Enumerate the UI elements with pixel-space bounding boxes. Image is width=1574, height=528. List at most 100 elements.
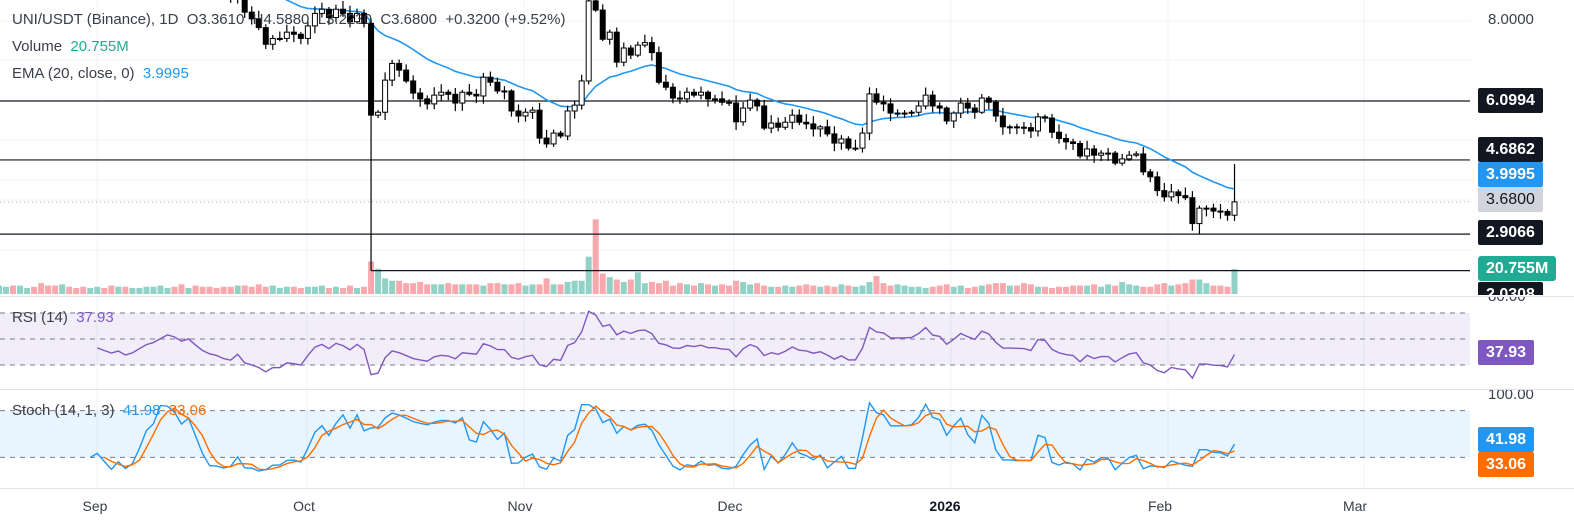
volume-bar xyxy=(87,287,94,294)
volume-bar xyxy=(543,278,550,294)
candle-down xyxy=(1112,152,1119,164)
volume-bar xyxy=(101,287,108,294)
volume-bar xyxy=(859,285,866,294)
candle-down xyxy=(810,123,817,130)
volume-bar xyxy=(1161,283,1168,294)
stoch-legend[interactable]: Stoch (14, 1, 3) 41.98 33.06 xyxy=(12,402,206,419)
stoch-pane[interactable]: Stoch (14, 1, 3) 41.98 33.06 100.00 41.9… xyxy=(0,389,1574,488)
candle-up xyxy=(522,111,529,117)
candle-up xyxy=(852,147,859,150)
candle-down xyxy=(929,94,936,107)
price-tick-8: 8.0000 xyxy=(1488,11,1534,28)
candle-up xyxy=(1098,152,1105,156)
candle-down xyxy=(1013,126,1020,129)
volume-bar xyxy=(908,286,915,294)
candle-up xyxy=(1203,207,1210,210)
volume-bar xyxy=(810,285,817,294)
price-tag-ema: 3.9995 xyxy=(1478,162,1543,187)
price-chart[interactable] xyxy=(0,0,1470,295)
candle-down xyxy=(1041,116,1048,119)
volume-bar xyxy=(213,287,220,294)
volume-bar xyxy=(255,284,262,294)
stoch-k-value: 41.98 xyxy=(122,402,161,419)
candle-up xyxy=(978,97,985,113)
volume-bar xyxy=(775,286,782,294)
candle-up xyxy=(1196,207,1203,225)
candle-down xyxy=(1189,197,1196,225)
volume-bar xyxy=(122,286,129,294)
candle-down xyxy=(473,93,480,97)
volume-bar xyxy=(915,286,922,294)
volume-bar xyxy=(480,285,487,294)
volume-bar xyxy=(585,256,592,294)
time-axis[interactable]: Sep Oct Nov Dec 2026 Feb Mar xyxy=(0,488,1574,528)
symbol-title[interactable]: UNI/USDT (Binance), 1D xyxy=(12,11,179,28)
ema-legend[interactable]: EMA (20, close, 0) 3.9995 xyxy=(12,65,189,82)
volume-bar xyxy=(606,277,613,294)
volume-bar xyxy=(613,279,620,294)
volume-legend[interactable]: Volume 20.755M xyxy=(12,38,129,55)
volume-bar xyxy=(38,283,45,294)
volume-bar xyxy=(410,283,417,294)
rsi-chart[interactable] xyxy=(0,297,1470,389)
stoch-band xyxy=(0,410,1470,458)
time-label-dec: Dec xyxy=(717,498,743,514)
candle-up xyxy=(908,111,915,114)
volume-bar xyxy=(297,287,304,294)
volume-bar xyxy=(52,285,59,294)
volume-bar xyxy=(992,283,999,294)
volume-bar xyxy=(529,284,536,294)
volume-bar xyxy=(227,286,234,294)
candle-up xyxy=(318,8,325,14)
volume-bar xyxy=(655,283,662,294)
candle-down xyxy=(241,0,248,13)
volume-bar xyxy=(382,278,389,294)
rsi-pane[interactable]: RSI (14) 37.93 80.00 37.93 xyxy=(0,296,1574,389)
stoch-chart[interactable] xyxy=(0,390,1470,488)
candle-down xyxy=(557,132,564,137)
time-label-feb: Feb xyxy=(1147,498,1173,514)
volume-bar xyxy=(571,280,578,294)
volume-tag: 20.755M xyxy=(1478,256,1557,281)
volume-bar xyxy=(515,283,522,294)
volume-bar xyxy=(957,285,964,294)
volume-bar xyxy=(894,284,901,294)
ohlc-high: H4.5880 xyxy=(252,11,310,28)
candle-up xyxy=(1105,152,1112,155)
candle-up xyxy=(332,8,339,19)
symbol-legend: UNI/USDT (Binance), 1D O3.3610 H4.5880 L… xyxy=(12,11,565,28)
candle-down xyxy=(361,12,368,24)
volume-bar xyxy=(550,284,557,294)
volume-bar xyxy=(950,286,957,294)
candle-down xyxy=(726,101,733,104)
rsi-legend[interactable]: RSI (14) 37.93 xyxy=(12,309,114,326)
volume-bar xyxy=(789,286,796,294)
candle-down xyxy=(1063,138,1070,143)
volume-bar xyxy=(831,286,838,294)
candle-up xyxy=(606,31,613,40)
candle-down xyxy=(347,12,353,23)
volume-bar xyxy=(150,286,157,294)
volume-bar xyxy=(1112,285,1119,294)
candle-down xyxy=(824,126,831,135)
volume-bar xyxy=(999,283,1006,294)
volume-bar xyxy=(676,283,683,294)
price-pane[interactable]: UNI/USDT (Binance), 1D O3.3610 H4.5880 L… xyxy=(0,0,1574,295)
ema-label: EMA (20, close, 0) xyxy=(12,65,135,82)
volume-bar xyxy=(669,285,676,294)
candle-up xyxy=(747,99,754,109)
candle-down xyxy=(754,99,761,107)
volume-bar xyxy=(978,285,985,294)
volume-bar xyxy=(354,287,361,294)
volume-bar xyxy=(719,284,726,294)
volume-bar xyxy=(171,286,178,294)
volume-bar xyxy=(922,287,929,294)
volume-bar xyxy=(641,283,648,294)
volume-bar xyxy=(803,284,810,294)
candle-up xyxy=(838,138,845,144)
volume-label: Volume xyxy=(12,38,63,55)
rsi-line xyxy=(97,310,1236,380)
volume-bar xyxy=(438,284,445,294)
volume-bar xyxy=(269,285,276,294)
price-tag-line-2: 2.9066 xyxy=(1478,220,1543,245)
